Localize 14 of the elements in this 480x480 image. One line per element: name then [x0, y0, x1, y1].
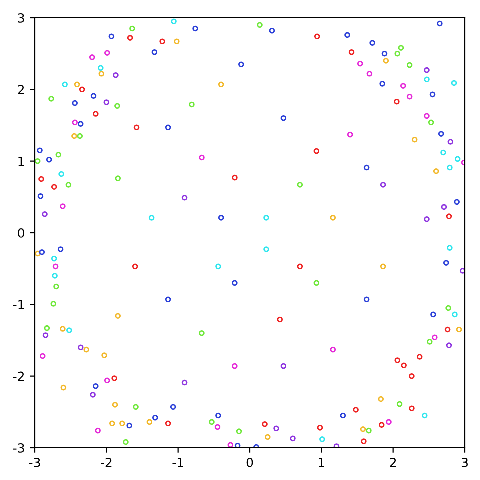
x-tick-label: 3 — [462, 458, 468, 468]
y-tick-label: 2 — [18, 85, 24, 94]
x-tick-label: -1 — [172, 458, 184, 468]
y-tick-label: -3 — [13, 443, 24, 453]
x-tick-label: 1 — [319, 458, 324, 468]
x-tick-label: -3 — [29, 458, 40, 468]
x-tick-label: 0 — [246, 458, 254, 468]
y-tick-label: 0 — [18, 228, 24, 238]
x-tick-label: -2 — [101, 458, 112, 468]
y-tick-label: -1 — [13, 300, 24, 310]
x-tick-label: 2 — [390, 458, 396, 468]
y-tick-label: -2 — [13, 372, 24, 382]
y-tick-label: 3 — [18, 13, 24, 23]
y-tick-label: 1 — [18, 156, 24, 166]
